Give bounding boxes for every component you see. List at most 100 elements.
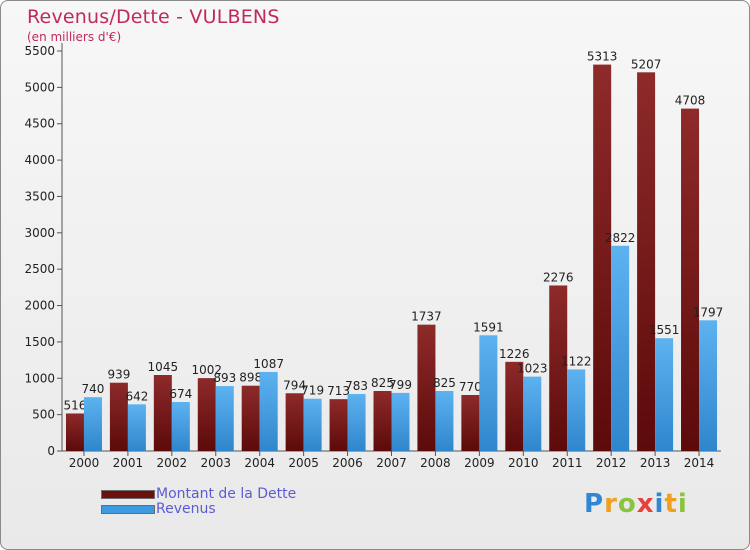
bar-revenue bbox=[303, 398, 322, 451]
logo-letter: i bbox=[677, 489, 688, 519]
x-tick-label: 2009 bbox=[464, 456, 495, 470]
bar-debt bbox=[417, 324, 436, 451]
x-tick-label: 2002 bbox=[157, 456, 188, 470]
bar-debt bbox=[153, 375, 172, 451]
bar-revenue bbox=[259, 371, 278, 451]
y-tick-label: 4000 bbox=[24, 153, 55, 167]
bar-debt bbox=[549, 285, 568, 451]
bar-debt bbox=[329, 399, 348, 451]
data-label: 893 bbox=[213, 371, 236, 385]
y-tick-label: 3500 bbox=[24, 189, 55, 203]
y-tick-label: 1500 bbox=[24, 335, 55, 349]
bar-debt bbox=[285, 393, 304, 451]
x-tick-label: 2011 bbox=[552, 456, 583, 470]
data-label: 898 bbox=[239, 371, 262, 385]
legend-swatch-revenue bbox=[101, 505, 155, 514]
bar-revenue bbox=[699, 320, 718, 451]
bar-revenue bbox=[435, 391, 454, 451]
data-label: 1002 bbox=[191, 363, 222, 377]
x-tick-label: 2010 bbox=[508, 456, 539, 470]
data-label: 1737 bbox=[411, 310, 442, 324]
y-tick-label: 500 bbox=[32, 408, 55, 422]
x-tick-label: 2000 bbox=[69, 456, 100, 470]
data-label: 783 bbox=[345, 379, 368, 393]
x-tick-label: 2005 bbox=[288, 456, 319, 470]
x-tick-label: 2008 bbox=[420, 456, 451, 470]
bar-debt bbox=[593, 64, 612, 451]
bar-revenue bbox=[567, 369, 586, 451]
data-label: 5207 bbox=[631, 57, 662, 71]
chart-subtitle: (en milliers d'€) bbox=[27, 30, 122, 44]
chart-title: Revenus/Dette - VULBENS bbox=[27, 6, 280, 28]
bar-debt bbox=[109, 382, 128, 451]
logo-letter: x bbox=[636, 489, 655, 519]
x-tick-label: 2013 bbox=[640, 456, 671, 470]
bar-debt bbox=[197, 378, 216, 451]
data-label: 1023 bbox=[517, 362, 548, 376]
bar-debt bbox=[373, 391, 392, 451]
bar-revenue bbox=[171, 401, 190, 451]
x-tick-label: 2003 bbox=[200, 456, 231, 470]
legend-swatch-debt bbox=[101, 490, 155, 499]
x-tick-label: 2004 bbox=[244, 456, 275, 470]
y-tick-label: 3000 bbox=[24, 226, 55, 240]
data-label: 799 bbox=[389, 378, 412, 392]
bar-debt bbox=[505, 361, 524, 451]
bar-revenue bbox=[655, 338, 674, 451]
data-label: 713 bbox=[327, 384, 350, 398]
logo-letter: t bbox=[664, 489, 678, 519]
y-tick-label: 0 bbox=[47, 444, 55, 458]
data-label: 1797 bbox=[693, 305, 724, 319]
data-label: 719 bbox=[301, 384, 324, 398]
bar-revenue bbox=[215, 386, 234, 451]
bar-revenue bbox=[347, 394, 366, 451]
data-label: 1122 bbox=[561, 354, 592, 368]
bar-revenue bbox=[479, 335, 498, 451]
data-label: 1551 bbox=[649, 323, 680, 337]
data-label: 1591 bbox=[473, 320, 504, 334]
x-tick-label: 2012 bbox=[596, 456, 627, 470]
data-label: 4708 bbox=[675, 94, 706, 108]
bar-revenue bbox=[523, 376, 542, 451]
data-label: 825 bbox=[433, 376, 456, 390]
data-label: 516 bbox=[64, 398, 87, 412]
bar-revenue bbox=[83, 397, 102, 451]
proxiti-logo: Proxiti bbox=[584, 489, 688, 519]
y-tick-label: 4500 bbox=[24, 117, 55, 131]
y-tick-label: 5000 bbox=[24, 80, 55, 94]
data-label: 1045 bbox=[148, 360, 179, 374]
data-label: 770 bbox=[459, 380, 482, 394]
data-label: 740 bbox=[82, 382, 105, 396]
legend-label-debt: Montant de la Dette bbox=[156, 486, 297, 502]
bar-debt bbox=[681, 108, 700, 451]
data-label: 642 bbox=[125, 389, 148, 403]
logo-letter: o bbox=[617, 489, 637, 519]
x-tick-label: 2006 bbox=[332, 456, 363, 470]
x-tick-label: 2001 bbox=[113, 456, 144, 470]
data-label: 5313 bbox=[587, 50, 618, 64]
x-tick-label: 2007 bbox=[376, 456, 407, 470]
data-label: 825 bbox=[371, 376, 394, 390]
logo-letter: r bbox=[604, 489, 618, 519]
y-tick-label: 1000 bbox=[24, 371, 55, 385]
data-label: 674 bbox=[169, 387, 192, 401]
x-tick-label: 2014 bbox=[684, 456, 715, 470]
bar-debt bbox=[637, 72, 656, 452]
bar-debt bbox=[65, 413, 84, 451]
logo-letter: i bbox=[654, 489, 665, 519]
legend-label-revenue: Revenus bbox=[156, 501, 216, 517]
data-label: 1226 bbox=[499, 347, 530, 361]
bar-revenue bbox=[611, 245, 630, 451]
y-tick-label: 2500 bbox=[24, 262, 55, 276]
bar-revenue bbox=[391, 392, 410, 451]
data-label: 2276 bbox=[543, 270, 574, 284]
data-label: 1087 bbox=[253, 357, 284, 371]
bar-debt bbox=[461, 395, 480, 451]
logo-letter: P bbox=[584, 489, 605, 519]
y-tick-label: 2000 bbox=[24, 299, 55, 313]
bar-debt bbox=[241, 385, 260, 451]
data-label: 794 bbox=[283, 378, 306, 392]
data-label: 2822 bbox=[605, 231, 636, 245]
